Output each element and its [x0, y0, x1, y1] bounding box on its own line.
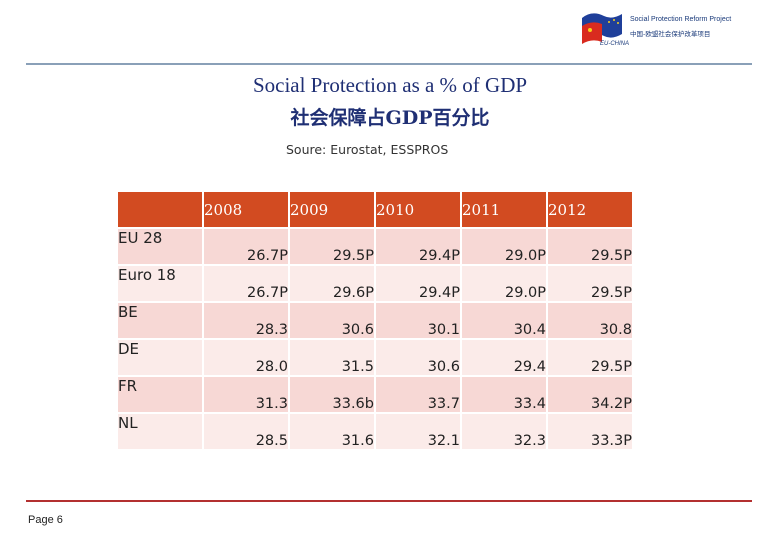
table-row: NL 28.5 31.6 32.1 32.3 33.3P	[118, 414, 632, 449]
header-year: 2010	[376, 192, 460, 227]
table-cell: 30.8	[548, 303, 632, 338]
table-cell: 29.0P	[462, 266, 546, 301]
table-cell: 29.5P	[290, 229, 374, 264]
table-cell: 32.3	[462, 414, 546, 449]
logo-title-zh: 中国-欧盟社会保护改革项目	[630, 30, 711, 38]
table-cell: 32.1	[376, 414, 460, 449]
table-row: EU 28 26.7P 29.5P 29.4P 29.0P 29.5P	[118, 229, 632, 264]
table-cell: 33.7	[376, 377, 460, 412]
table-cell: 29.5P	[548, 266, 632, 301]
row-label: BE	[118, 303, 202, 338]
table-row: BE 28.3 30.6 30.1 30.4 30.8	[118, 303, 632, 338]
row-label: Euro 18	[118, 266, 202, 301]
table-row: FR 31.3 33.6b 33.7 33.4 34.2P	[118, 377, 632, 412]
header-blank	[118, 192, 202, 227]
table-cell: 28.5	[204, 414, 288, 449]
table-cell: 31.3	[204, 377, 288, 412]
header-year: 2009	[290, 192, 374, 227]
table-cell: 30.4	[462, 303, 546, 338]
page-title: Social Protection as a % of GDP	[252, 73, 528, 97]
top-divider	[26, 63, 752, 65]
table-cell: 26.7P	[204, 266, 288, 301]
table-cell: 31.6	[290, 414, 374, 449]
header-year: 2011	[462, 192, 546, 227]
table-cell: 28.3	[204, 303, 288, 338]
row-label: DE	[118, 340, 202, 375]
table-cell: 30.6	[290, 303, 374, 338]
table-cell: 29.6P	[290, 266, 374, 301]
logo-eu-china: EU-CHINA	[600, 41, 630, 47]
table-cell: 26.7P	[204, 229, 288, 264]
table-cell: 34.2P	[548, 377, 632, 412]
table-cell: 31.5	[290, 340, 374, 375]
page-number: Page 6	[28, 514, 63, 526]
table-cell: 30.6	[376, 340, 460, 375]
row-label: FR	[118, 377, 202, 412]
table-cell: 29.4	[462, 340, 546, 375]
bottom-divider	[26, 500, 752, 502]
table-row: Euro 18 26.7P 29.6P 29.4P 29.0P 29.5P	[118, 266, 632, 301]
page-title-chinese: 社会保障占GDP百分比	[290, 107, 490, 129]
table-cell: 29.4P	[376, 229, 460, 264]
logo-title-en: Social Protection Reform Project	[630, 16, 732, 23]
table-cell: 29.0P	[462, 229, 546, 264]
table-cell: 29.5P	[548, 229, 632, 264]
header-year: 2008	[204, 192, 288, 227]
project-logo: Social Protection Reform Project 中国-欧盟社会…	[578, 8, 748, 52]
table-cell: 33.6b	[290, 377, 374, 412]
table-header-row: 2008 2009 2010 2011 2012	[118, 192, 632, 227]
table-cell: 30.1	[376, 303, 460, 338]
row-label: EU 28	[118, 229, 202, 264]
table-cell: 33.3P	[548, 414, 632, 449]
source-note: Soure: Eurostat, ESSPROS	[286, 142, 449, 157]
table-cell: 33.4	[462, 377, 546, 412]
header-year: 2012	[548, 192, 632, 227]
eu-china-flag-icon	[582, 13, 622, 44]
table-cell: 29.5P	[548, 340, 632, 375]
table-cell: 29.4P	[376, 266, 460, 301]
table-cell: 28.0	[204, 340, 288, 375]
table-row: DE 28.0 31.5 30.6 29.4 29.5P	[118, 340, 632, 375]
row-label: NL	[118, 414, 202, 449]
gdp-table: 2008 2009 2010 2011 2012 EU 28 26.7P 29.…	[116, 190, 634, 451]
